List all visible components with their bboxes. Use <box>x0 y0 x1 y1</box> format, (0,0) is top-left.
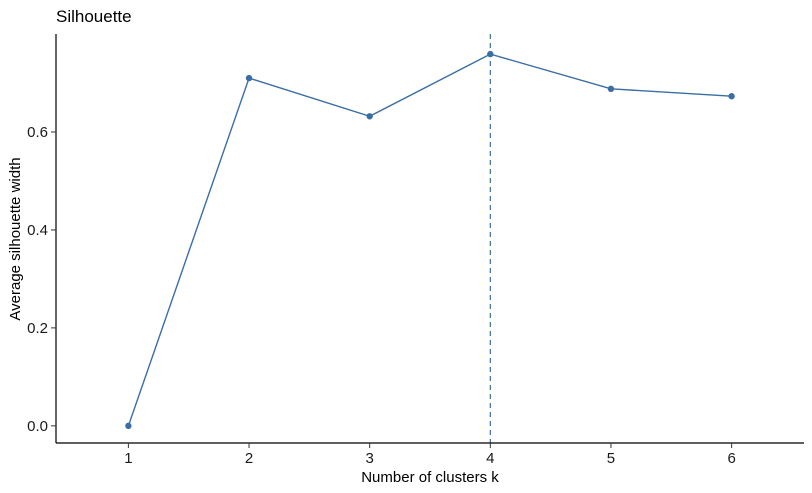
y-tick-label: 0.2 <box>27 320 48 337</box>
x-tick-label: 2 <box>245 450 253 467</box>
y-tick-label: 0.4 <box>27 222 48 239</box>
plot-area <box>125 34 735 443</box>
axes: 1 2 3 4 5 6 0.0 0.2 0.4 0.6 <box>27 34 804 467</box>
y-tick-label: 0.0 <box>27 418 48 435</box>
data-point <box>607 85 615 93</box>
data-point <box>728 93 735 100</box>
data-point <box>125 422 132 430</box>
y-axis-title: Average silhouette width <box>7 157 24 320</box>
data-point <box>487 50 494 58</box>
x-tick-label: 1 <box>124 450 132 467</box>
x-tick-label: 4 <box>486 450 494 467</box>
x-tick-label: 5 <box>607 450 615 467</box>
x-axis-title: Number of clusters k <box>361 469 499 486</box>
x-tick-label: 6 <box>727 450 735 467</box>
y-tick-label: 0.6 <box>27 124 48 141</box>
chart-title: Silhouette <box>56 7 132 26</box>
x-tick-label: 3 <box>366 450 374 467</box>
data-point <box>245 74 253 82</box>
data-point <box>366 113 373 120</box>
series-line <box>127 53 732 427</box>
